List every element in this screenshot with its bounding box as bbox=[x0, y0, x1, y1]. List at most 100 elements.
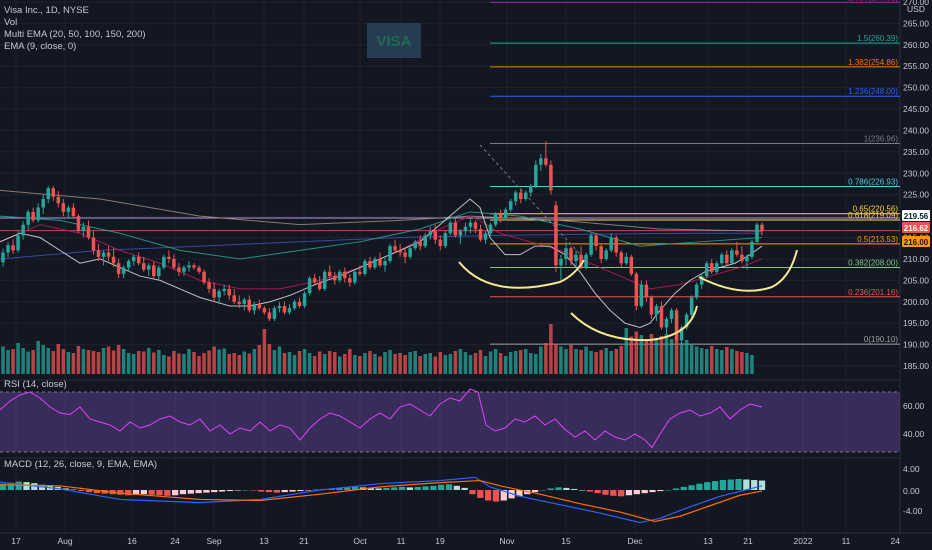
candle-body bbox=[242, 299, 247, 304]
macd-hist-bar bbox=[383, 487, 390, 490]
volume-bar bbox=[212, 346, 216, 374]
candle-body bbox=[322, 271, 327, 289]
candle-body bbox=[604, 250, 608, 259]
candle-body bbox=[353, 271, 357, 283]
volume-bar bbox=[96, 352, 101, 374]
candle-body bbox=[46, 188, 50, 199]
visa-watermark-box bbox=[367, 23, 421, 58]
macd-hist-bar bbox=[203, 490, 210, 493]
candle-body bbox=[745, 256, 749, 262]
macd-hist-bar bbox=[727, 479, 734, 490]
macd-hist-bar bbox=[477, 490, 484, 498]
volume-bar bbox=[503, 356, 508, 374]
volume-bar bbox=[267, 344, 272, 374]
candle-body bbox=[599, 246, 603, 259]
macd-hist-bar bbox=[297, 490, 304, 492]
macd-legend[interactable]: MACD (12, 26, close, 9, EMA, EMA) bbox=[4, 459, 157, 470]
candle-body bbox=[433, 231, 438, 240]
price-tick: 240.00 bbox=[903, 125, 929, 135]
candle-body bbox=[257, 303, 262, 309]
volume-bar bbox=[463, 352, 468, 374]
macd-hist-bar bbox=[351, 486, 359, 490]
macd-hist-bar bbox=[132, 490, 140, 495]
candle-body bbox=[51, 188, 56, 197]
volume-bar bbox=[16, 343, 20, 374]
volume-bar bbox=[358, 356, 362, 374]
volume-bar bbox=[6, 350, 10, 374]
macd-hist-bar bbox=[148, 490, 155, 495]
macd-hist-bar bbox=[578, 490, 586, 491]
volume-bar bbox=[559, 346, 563, 374]
volume-bar bbox=[162, 355, 166, 374]
macd-hist-bar bbox=[485, 490, 492, 501]
macd-hist-bar bbox=[547, 488, 554, 490]
macd-hist-bar bbox=[445, 484, 453, 490]
date-tick: 21 bbox=[743, 536, 753, 546]
price-tick: 210.00 bbox=[903, 254, 929, 264]
macd-hist-bar bbox=[344, 487, 351, 490]
candle-body bbox=[131, 256, 136, 262]
fib-label: 0(190.10) bbox=[864, 335, 899, 344]
volume-bar bbox=[1, 346, 5, 374]
candle-body bbox=[689, 297, 694, 315]
candle-body bbox=[629, 256, 634, 274]
volume-bar bbox=[368, 351, 372, 374]
candle-body bbox=[458, 231, 463, 236]
volume-bar bbox=[282, 353, 287, 374]
macd-hist-bar bbox=[187, 490, 194, 494]
macd-hist-bar bbox=[195, 490, 202, 494]
macd-hist-bar bbox=[391, 487, 398, 490]
candle-body bbox=[408, 248, 412, 257]
macd-hist-bar bbox=[414, 486, 421, 490]
currency-label: USD bbox=[907, 4, 925, 14]
volume-bar bbox=[619, 346, 624, 374]
volume-bar bbox=[292, 355, 297, 374]
candle-body bbox=[574, 254, 578, 262]
ema-line bbox=[0, 232, 762, 260]
candle-body bbox=[473, 222, 478, 229]
candle-body bbox=[715, 263, 719, 272]
candle-body bbox=[559, 258, 563, 266]
candle-body bbox=[594, 235, 598, 247]
volume-bar bbox=[549, 324, 553, 374]
volume-bar bbox=[684, 340, 689, 374]
date-tick: 13 bbox=[259, 536, 269, 546]
volume-bar bbox=[448, 354, 453, 374]
right-shoulder-curve bbox=[698, 249, 798, 292]
candle-body bbox=[368, 261, 372, 268]
date-tick: 21 bbox=[299, 536, 309, 546]
candle-body bbox=[498, 213, 503, 219]
candle-body bbox=[423, 235, 427, 247]
volume-bar bbox=[332, 352, 337, 374]
multi-ema-legend[interactable]: Multi EMA (20, 50, 100, 150, 200) bbox=[4, 29, 146, 40]
macd-hist-bar bbox=[164, 490, 171, 496]
macd-hist-bar bbox=[743, 479, 750, 490]
symbol-title[interactable]: Visa Inc., 1D, NYSE bbox=[4, 5, 89, 16]
macd-hist-bar bbox=[657, 490, 664, 492]
volume-bar bbox=[393, 354, 397, 374]
volume-bar bbox=[534, 354, 538, 374]
candle-body bbox=[443, 233, 448, 247]
candle-body bbox=[735, 250, 739, 255]
volume-bar bbox=[36, 341, 40, 374]
volume-bar bbox=[745, 353, 749, 374]
candle-body bbox=[162, 256, 166, 268]
volume-bar bbox=[141, 351, 146, 374]
macd-hist-bar bbox=[62, 488, 69, 490]
macd-hist-bar bbox=[250, 490, 257, 491]
price-tick: 185.00 bbox=[903, 361, 929, 371]
volume-bar bbox=[654, 338, 659, 374]
macd-hist-bar bbox=[85, 490, 93, 493]
macd-hist-bar bbox=[211, 490, 218, 493]
candle-body bbox=[674, 310, 679, 341]
date-tick: 17 bbox=[11, 536, 21, 546]
candle-body bbox=[91, 237, 96, 251]
vol-legend[interactable]: Vol bbox=[4, 17, 17, 28]
candle-body bbox=[468, 222, 473, 227]
macd-hist-bar bbox=[305, 490, 312, 491]
rsi-legend[interactable]: RSI (14, close) bbox=[4, 379, 67, 390]
ema-legend[interactable]: EMA (9, close, 0) bbox=[4, 41, 76, 52]
candle-body bbox=[247, 299, 252, 311]
candle-body bbox=[207, 282, 211, 289]
